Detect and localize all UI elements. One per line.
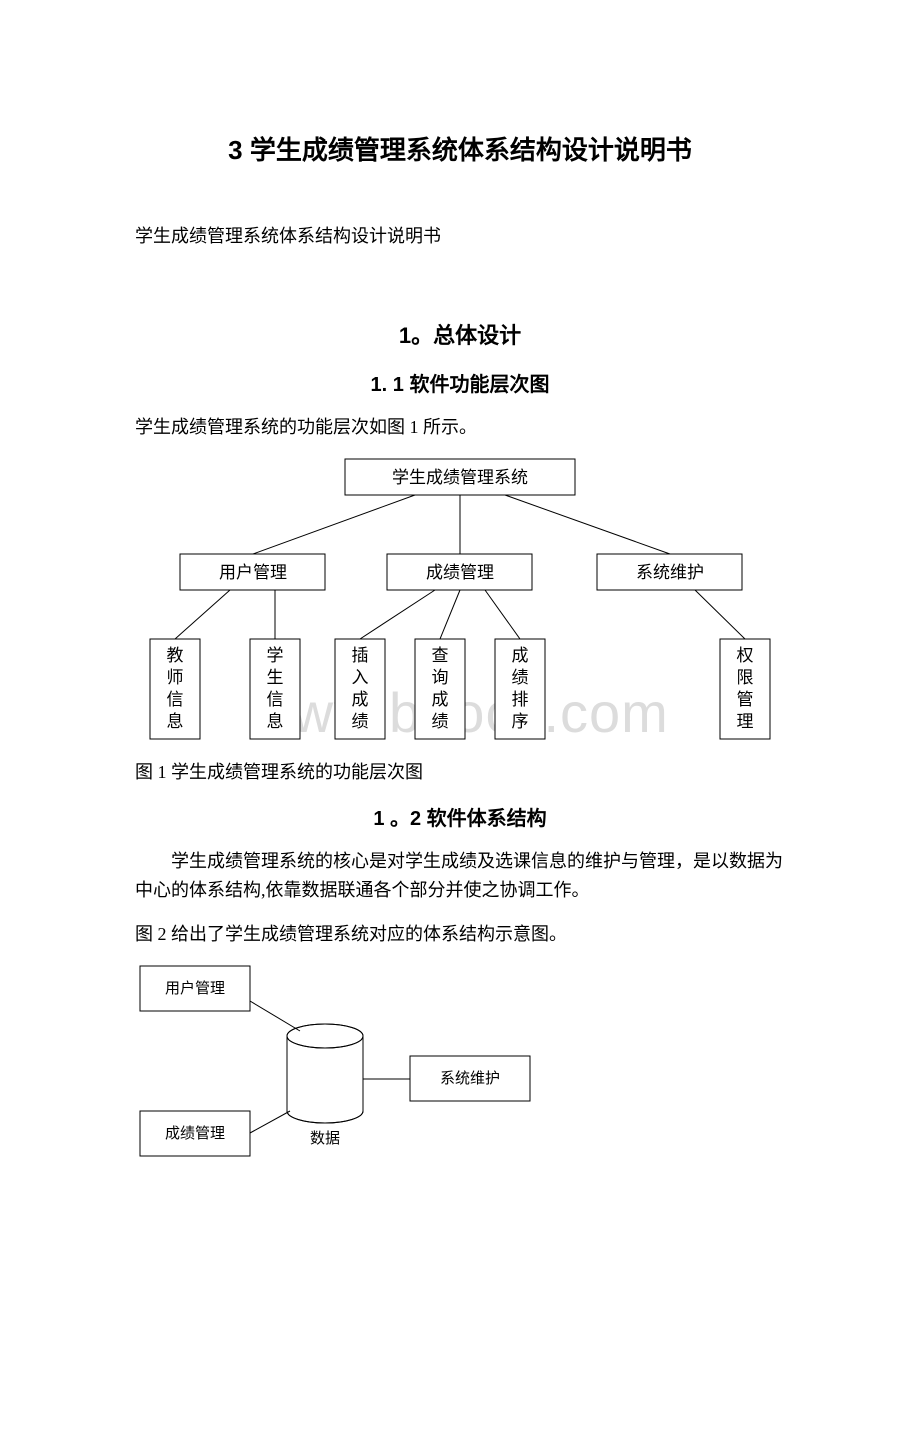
- figure-1-hierarchy-diagram: 学生成绩管理系统 用户管理 成绩管理 系统维护 教 师 信 息 学 生 信 息 …: [135, 454, 785, 744]
- page-title: 3 学生成绩管理系统体系结构设计说明书: [0, 130, 920, 167]
- svg-text:理: 理: [737, 712, 754, 731]
- tree-leaf-3: 查 询 成 绩: [415, 639, 465, 739]
- svg-text:学: 学: [267, 646, 284, 665]
- svg-text:成: 成: [432, 690, 449, 709]
- svg-text:信: 信: [267, 690, 284, 709]
- tree-leaf-1: 学 生 信 息: [250, 639, 300, 739]
- svg-text:成: 成: [352, 690, 369, 709]
- svg-text:序: 序: [512, 712, 529, 731]
- section-1-2-para2: 图 2 给出了学生成绩管理系统对应的体系结构示意图。: [135, 920, 795, 949]
- tree-leaf-5: 权 限 管 理: [720, 639, 770, 739]
- svg-text:权: 权: [737, 646, 754, 665]
- svg-text:绩: 绩: [432, 712, 449, 731]
- svg-text:成: 成: [512, 646, 529, 665]
- tree-leaf-4: 成 绩 排 序: [495, 639, 545, 739]
- tree-mid-1: 成绩管理: [426, 563, 494, 582]
- figure-1-caption: 图 1 学生成绩管理系统的功能层次图: [135, 758, 920, 784]
- svg-text:插: 插: [352, 646, 369, 665]
- figure-2-architecture-diagram: 用户管理 成绩管理 系统维护 数据: [135, 961, 535, 1161]
- arch-box-0: 用户管理: [165, 980, 225, 997]
- svg-text:生: 生: [267, 668, 284, 687]
- svg-text:管: 管: [737, 690, 754, 709]
- arch-cylinder-label: 数据: [310, 1130, 340, 1147]
- svg-text:息: 息: [267, 712, 284, 731]
- tree-root-label: 学生成绩管理系统: [392, 468, 528, 487]
- svg-text:教: 教: [167, 646, 184, 665]
- svg-text:绩: 绩: [352, 712, 369, 731]
- arch-box-1: 系统维护: [440, 1070, 500, 1087]
- document-subtitle: 学生成绩管理系统体系结构设计说明书: [135, 222, 920, 248]
- section-1-1-heading: 1. 1 软件功能层次图: [0, 368, 920, 397]
- svg-text:息: 息: [167, 712, 184, 731]
- tree-mid-2: 系统维护: [636, 563, 704, 582]
- arch-box-2: 成绩管理: [165, 1125, 225, 1142]
- tree-leaf-0: 教 师 信 息: [150, 639, 200, 739]
- section-1-heading: 1。总体设计: [0, 318, 920, 350]
- tree-mid-0: 用户管理: [219, 563, 287, 582]
- svg-text:绩: 绩: [512, 668, 529, 687]
- svg-text:查: 查: [432, 646, 449, 665]
- svg-text:信: 信: [167, 690, 184, 709]
- svg-text:限: 限: [737, 668, 754, 687]
- tree-leaf-2: 插 入 成 绩: [335, 639, 385, 739]
- svg-text:询: 询: [432, 668, 449, 687]
- data-cylinder-icon: [287, 1024, 363, 1123]
- section-1-2-para1: 学生成绩管理系统的核心是对学生成绩及选课信息的维护与管理，是以数据为中心的体系结…: [135, 847, 795, 905]
- section-1-2-heading: 1 。2 软件体系结构: [0, 802, 920, 831]
- svg-text:排: 排: [512, 690, 529, 709]
- svg-text:师: 师: [167, 668, 184, 687]
- svg-text:入: 入: [352, 668, 369, 687]
- section-1-1-intro: 学生成绩管理系统的功能层次如图 1 所示。: [135, 413, 795, 442]
